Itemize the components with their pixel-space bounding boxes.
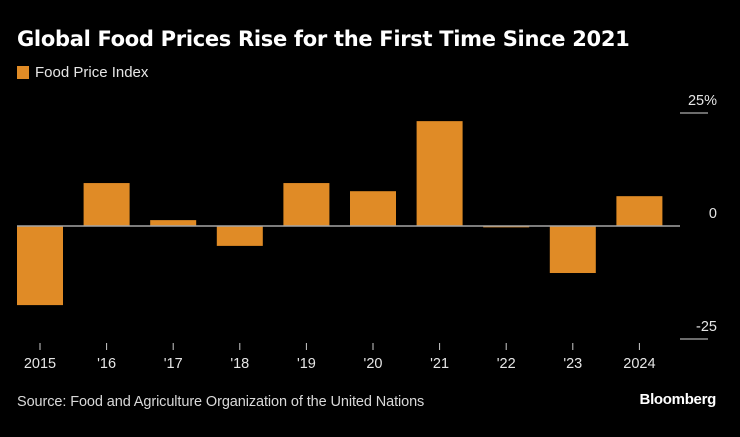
y-tick-label: 0	[709, 206, 717, 222]
x-tick-label: '21	[430, 356, 449, 372]
bar-16	[83, 183, 130, 226]
x-tick-label: '20	[364, 356, 383, 372]
bar-18	[216, 226, 263, 246]
x-tick-label: 2024	[623, 356, 655, 372]
bar-17	[150, 220, 197, 226]
x-tick-label: '23	[563, 356, 582, 372]
legend-label-food-price-index: Food Price Index	[35, 64, 149, 81]
x-tick-label: '16	[97, 356, 116, 372]
bar-20	[350, 191, 396, 226]
bar-2024	[616, 196, 663, 226]
bar-19	[283, 183, 330, 226]
source-note: Source: Food and Agriculture Organizatio…	[17, 394, 425, 410]
bar-21	[416, 121, 463, 226]
y-tick-label: 25%	[688, 93, 717, 109]
x-tick-label: '17	[164, 356, 183, 372]
y-tick-label: -25	[696, 319, 717, 335]
x-tick-label: 2015	[24, 356, 56, 372]
legend: Food Price Index	[17, 64, 148, 81]
bloomberg-logo: Bloomberg	[639, 391, 717, 408]
x-tick-label: '19	[297, 356, 316, 372]
chart-title: Global Food Prices Rise for the First Ti…	[17, 27, 630, 51]
x-tick-label: '22	[497, 356, 516, 372]
bar-2015	[17, 226, 63, 306]
bar-23	[549, 226, 596, 274]
x-tick-label: '18	[230, 356, 249, 372]
legend-swatch-food-price-index	[17, 66, 29, 79]
